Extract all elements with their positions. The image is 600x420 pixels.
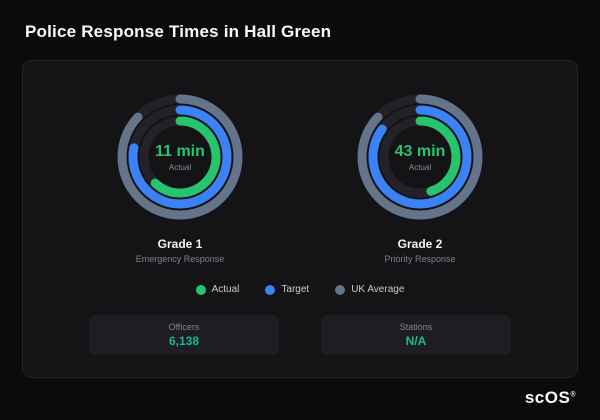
legend-label-target: Target (281, 284, 310, 295)
gauge-grade-2: 43 min Actual Grade 2 Priority Response (325, 87, 515, 264)
brand-logo-text: scOS (524, 388, 571, 407)
stat-box-stations: Stations N/A (321, 315, 511, 355)
gauges-row: 11 min Actual Grade 1 Emergency Response… (60, 87, 540, 264)
legend-dot-actual-icon (195, 284, 206, 295)
stat-label: Officers (168, 322, 200, 332)
gauge-subtitle: Emergency Response (135, 254, 225, 264)
legend-label-actual: Actual (211, 284, 240, 295)
legend-item-target[interactable]: Target (265, 284, 309, 295)
stat-box-officers: Officers 6,138 (89, 315, 279, 355)
gauge-title: Grade 1 (157, 237, 203, 251)
gauge-title: Grade 2 (397, 237, 443, 251)
stat-label: Stations (399, 322, 433, 332)
legend-dot-target-icon (265, 284, 276, 295)
brand-logo: scOS® (525, 388, 576, 408)
gauge-chart-grade-1: 11 min Actual (110, 87, 250, 227)
page-title: Police Response Times in Hall Green (25, 22, 332, 41)
stat-value: N/A (405, 334, 427, 348)
gauge-rings-grade-1 (117, 94, 243, 220)
legend-item-uk-average[interactable]: UK Average (335, 284, 404, 295)
stats-row: Officers 6,138 Stations N/A (89, 315, 511, 355)
chart-legend: Actual Target UK Average (195, 284, 404, 295)
legend-dot-uk-average-icon (335, 284, 346, 295)
stat-value: 6,138 (168, 334, 200, 348)
legend-item-actual[interactable]: Actual (195, 284, 240, 295)
gauge-chart-grade-2: 43 min Actual (350, 87, 490, 227)
response-times-card: 11 min Actual Grade 1 Emergency Response… (22, 60, 578, 378)
legend-label-uk-average: UK Average (351, 284, 405, 295)
gauge-grade-1: 11 min Actual Grade 1 Emergency Response (85, 87, 275, 264)
gauge-subtitle: Priority Response (384, 254, 456, 264)
registered-mark: ® (570, 391, 576, 399)
gauge-rings-grade-2 (357, 94, 483, 220)
